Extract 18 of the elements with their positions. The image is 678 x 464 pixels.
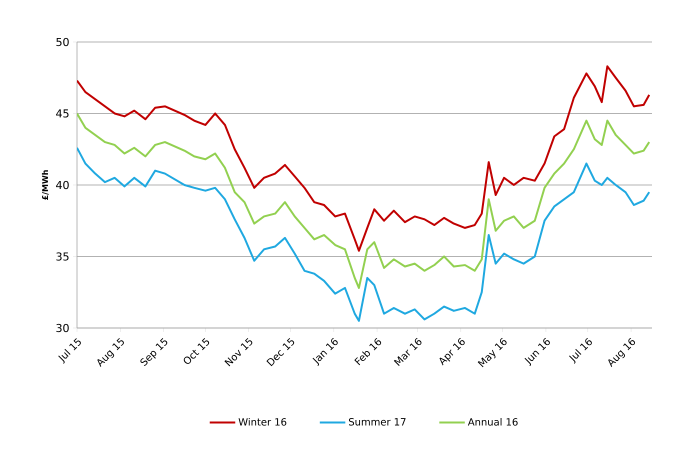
x-tick-label: Jul 16	[569, 338, 592, 364]
x-tick-label: Jan 16	[312, 338, 338, 366]
y-tick-label: 50	[56, 38, 69, 46]
x-tick-label: Jun 16	[524, 338, 550, 366]
x-tick-label: Jul 15	[58, 338, 81, 364]
legend-label: Annual 16	[468, 418, 518, 426]
x-tick-label: Sep 15	[140, 338, 168, 366]
y-tick-label: 30	[56, 324, 69, 332]
legend-label: Winter 16	[238, 418, 286, 426]
x-tick-label: Mar 16	[394, 338, 422, 366]
x-tick-label: Dec 15	[266, 338, 294, 366]
x-tick-label: Apr 16	[440, 338, 465, 366]
y-tick-label: 40	[56, 180, 69, 190]
x-tick-label: Feb 16	[354, 338, 382, 366]
legend-label: Summer 17	[348, 418, 406, 426]
x-tick-label: Oct 15	[184, 338, 210, 364]
y-tick-label: 45	[56, 109, 69, 118]
y-tick-label: 35	[56, 252, 69, 261]
